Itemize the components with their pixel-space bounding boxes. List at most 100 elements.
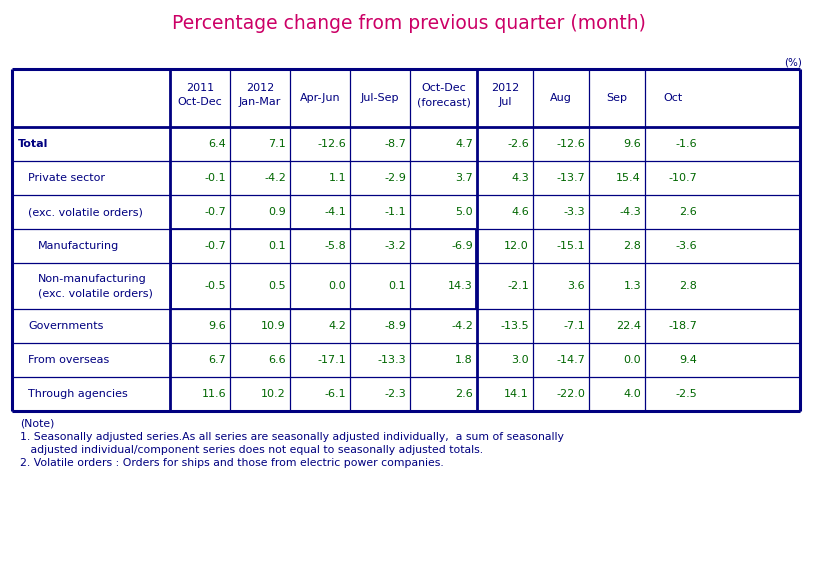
Text: Oct-Dec: Oct-Dec xyxy=(178,97,222,107)
Text: 10.2: 10.2 xyxy=(261,389,286,399)
Text: -6.1: -6.1 xyxy=(325,389,346,399)
Text: (exc. volatile orders): (exc. volatile orders) xyxy=(28,207,143,217)
Text: 0.9: 0.9 xyxy=(268,207,286,217)
Text: -4.1: -4.1 xyxy=(324,207,346,217)
Text: -4.2: -4.2 xyxy=(264,173,286,183)
Text: 2.6: 2.6 xyxy=(456,389,473,399)
Text: -3.2: -3.2 xyxy=(384,241,406,251)
Text: -6.9: -6.9 xyxy=(452,241,473,251)
Text: -0.1: -0.1 xyxy=(204,173,226,183)
Text: -10.7: -10.7 xyxy=(668,173,697,183)
Text: 2011: 2011 xyxy=(186,83,214,93)
Text: 9.6: 9.6 xyxy=(623,139,641,149)
Text: 14.3: 14.3 xyxy=(448,281,473,291)
Text: -15.1: -15.1 xyxy=(556,241,585,251)
Text: -8.9: -8.9 xyxy=(384,321,406,331)
Text: 3.0: 3.0 xyxy=(511,355,529,365)
Text: 4.3: 4.3 xyxy=(511,173,529,183)
Text: 2.8: 2.8 xyxy=(623,241,641,251)
Text: -13.3: -13.3 xyxy=(377,355,406,365)
Text: Apr-Jun: Apr-Jun xyxy=(299,93,340,103)
Text: -2.3: -2.3 xyxy=(384,389,406,399)
Text: -2.5: -2.5 xyxy=(675,389,697,399)
Text: 9.6: 9.6 xyxy=(209,321,226,331)
Text: -0.7: -0.7 xyxy=(204,241,226,251)
Text: 9.4: 9.4 xyxy=(679,355,697,365)
Text: 3.7: 3.7 xyxy=(456,173,473,183)
Text: Private sector: Private sector xyxy=(28,173,105,183)
Text: Oct-Dec: Oct-Dec xyxy=(421,83,466,93)
Text: -8.7: -8.7 xyxy=(384,139,406,149)
Text: Non-manufacturing: Non-manufacturing xyxy=(38,274,146,284)
Text: Jul-Sep: Jul-Sep xyxy=(361,93,399,103)
Text: 0.1: 0.1 xyxy=(389,281,406,291)
Text: Oct: Oct xyxy=(663,93,683,103)
Text: (Note): (Note) xyxy=(20,419,54,429)
Text: Through agencies: Through agencies xyxy=(28,389,128,399)
Text: 2012: 2012 xyxy=(491,83,519,93)
Text: (%): (%) xyxy=(784,57,802,67)
Text: -2.9: -2.9 xyxy=(384,173,406,183)
Text: adjusted individual/component series does not equal to seasonally adjusted total: adjusted individual/component series doe… xyxy=(20,445,483,455)
Text: 0.1: 0.1 xyxy=(268,241,286,251)
Text: 1. Seasonally adjusted series.As all series are seasonally adjusted individually: 1. Seasonally adjusted series.As all ser… xyxy=(20,432,564,442)
Text: 7.1: 7.1 xyxy=(268,139,286,149)
Text: 1.1: 1.1 xyxy=(328,173,346,183)
Text: -4.2: -4.2 xyxy=(451,321,473,331)
Text: Governments: Governments xyxy=(28,321,103,331)
Text: 4.0: 4.0 xyxy=(623,389,641,399)
Text: -3.6: -3.6 xyxy=(676,241,697,251)
Text: 10.9: 10.9 xyxy=(261,321,286,331)
Text: 6.4: 6.4 xyxy=(209,139,226,149)
Text: 1.3: 1.3 xyxy=(623,281,641,291)
Text: 2.8: 2.8 xyxy=(679,281,697,291)
Text: -18.7: -18.7 xyxy=(668,321,697,331)
Text: -2.1: -2.1 xyxy=(507,281,529,291)
Text: 11.6: 11.6 xyxy=(201,389,226,399)
Text: -2.6: -2.6 xyxy=(507,139,529,149)
Text: From overseas: From overseas xyxy=(28,355,110,365)
Text: -12.6: -12.6 xyxy=(556,139,585,149)
Text: -14.7: -14.7 xyxy=(556,355,585,365)
Text: 1.8: 1.8 xyxy=(456,355,473,365)
Text: -0.5: -0.5 xyxy=(204,281,226,291)
Text: Jul: Jul xyxy=(498,97,512,107)
Text: -22.0: -22.0 xyxy=(556,389,585,399)
Text: 12.0: 12.0 xyxy=(504,241,529,251)
Text: 2.6: 2.6 xyxy=(679,207,697,217)
Text: -5.8: -5.8 xyxy=(324,241,346,251)
Text: -1.1: -1.1 xyxy=(384,207,406,217)
Text: -0.7: -0.7 xyxy=(204,207,226,217)
Text: -13.7: -13.7 xyxy=(556,173,585,183)
Text: (forecast): (forecast) xyxy=(416,97,470,107)
Text: -13.5: -13.5 xyxy=(501,321,529,331)
Text: 0.0: 0.0 xyxy=(623,355,641,365)
Text: Total: Total xyxy=(18,139,48,149)
Text: -7.1: -7.1 xyxy=(564,321,585,331)
Text: -1.6: -1.6 xyxy=(676,139,697,149)
Text: 3.6: 3.6 xyxy=(568,281,585,291)
Text: Percentage change from previous quarter (month): Percentage change from previous quarter … xyxy=(172,14,646,33)
Text: 0.5: 0.5 xyxy=(268,281,286,291)
Text: 6.7: 6.7 xyxy=(209,355,226,365)
Text: 4.6: 4.6 xyxy=(511,207,529,217)
Text: 15.4: 15.4 xyxy=(616,173,641,183)
Text: 22.4: 22.4 xyxy=(616,321,641,331)
Text: -4.3: -4.3 xyxy=(619,207,641,217)
Text: -12.6: -12.6 xyxy=(317,139,346,149)
Text: Jan-Mar: Jan-Mar xyxy=(239,97,281,107)
Text: Sep: Sep xyxy=(606,93,627,103)
Text: Aug: Aug xyxy=(550,93,572,103)
Text: 14.1: 14.1 xyxy=(504,389,529,399)
Text: 2012: 2012 xyxy=(246,83,274,93)
Text: 6.6: 6.6 xyxy=(268,355,286,365)
Text: 5.0: 5.0 xyxy=(456,207,473,217)
Text: 2. Volatile orders : Orders for ships and those from electric power companies.: 2. Volatile orders : Orders for ships an… xyxy=(20,458,443,468)
Text: -3.3: -3.3 xyxy=(564,207,585,217)
Text: 4.7: 4.7 xyxy=(455,139,473,149)
Text: Manufacturing: Manufacturing xyxy=(38,241,119,251)
Text: 0.0: 0.0 xyxy=(328,281,346,291)
Text: (exc. volatile orders): (exc. volatile orders) xyxy=(38,288,153,298)
Text: -17.1: -17.1 xyxy=(317,355,346,365)
Text: 4.2: 4.2 xyxy=(328,321,346,331)
